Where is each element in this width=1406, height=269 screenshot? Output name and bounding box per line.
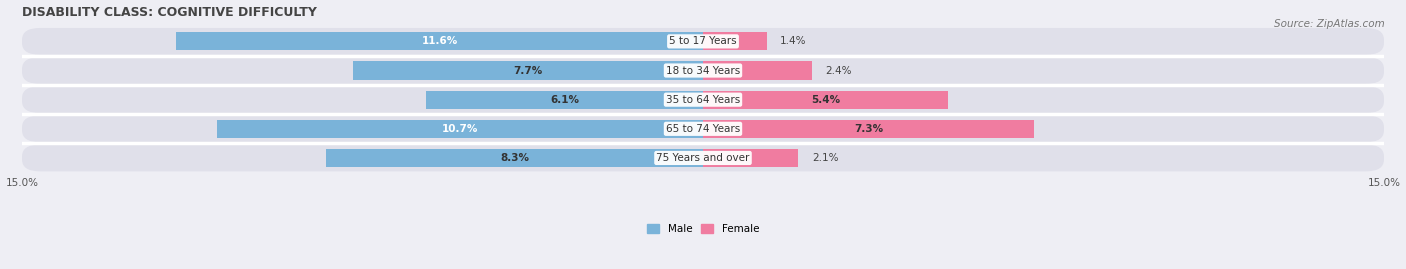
Text: 2.4%: 2.4%: [825, 66, 852, 76]
FancyBboxPatch shape: [22, 115, 1384, 142]
Bar: [703, 62, 811, 80]
Text: 5 to 17 Years: 5 to 17 Years: [669, 36, 737, 46]
Text: 75 Years and over: 75 Years and over: [657, 153, 749, 163]
Text: 1.4%: 1.4%: [780, 36, 807, 46]
FancyBboxPatch shape: [22, 57, 1384, 84]
Bar: [176, 32, 703, 50]
FancyBboxPatch shape: [22, 28, 1384, 55]
Text: 35 to 64 Years: 35 to 64 Years: [666, 95, 740, 105]
Bar: [326, 149, 703, 167]
Text: 5.4%: 5.4%: [811, 95, 841, 105]
Bar: [703, 91, 948, 109]
Text: Source: ZipAtlas.com: Source: ZipAtlas.com: [1274, 19, 1385, 29]
Text: 2.1%: 2.1%: [811, 153, 838, 163]
Bar: [426, 91, 703, 109]
Text: 11.6%: 11.6%: [422, 36, 458, 46]
Text: 8.3%: 8.3%: [501, 153, 529, 163]
Text: 7.3%: 7.3%: [853, 124, 883, 134]
Legend: Male, Female: Male, Female: [643, 220, 763, 238]
Text: 18 to 34 Years: 18 to 34 Years: [666, 66, 740, 76]
Bar: [353, 62, 703, 80]
Bar: [703, 32, 766, 50]
Bar: [703, 149, 799, 167]
Text: 6.1%: 6.1%: [550, 95, 579, 105]
FancyBboxPatch shape: [22, 86, 1384, 113]
Bar: [218, 120, 703, 138]
Text: 65 to 74 Years: 65 to 74 Years: [666, 124, 740, 134]
Bar: [703, 120, 1035, 138]
FancyBboxPatch shape: [22, 144, 1384, 171]
Text: DISABILITY CLASS: COGNITIVE DIFFICULTY: DISABILITY CLASS: COGNITIVE DIFFICULTY: [22, 6, 316, 19]
Text: 7.7%: 7.7%: [513, 66, 543, 76]
Text: 10.7%: 10.7%: [441, 124, 478, 134]
